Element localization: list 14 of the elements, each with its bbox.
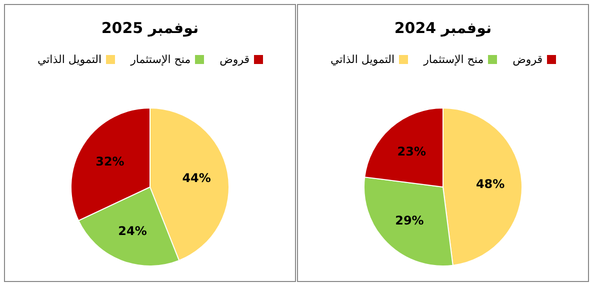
legend-label: التمويل الذاتي [330,53,395,66]
chart-title: نوفمبر 2024 [393,19,493,37]
data-label: 29% [395,214,424,228]
legend-label: قروض [220,53,250,66]
legend-label: منح الإستثمار [424,53,484,66]
data-label: 24% [118,224,147,238]
legend-label: قروض [512,53,543,66]
legend-label: منح الإستثمار [130,53,191,66]
data-label: 48% [476,177,505,192]
data-label: 32% [96,154,124,169]
legend-label: التمويل الذاتي [37,53,102,66]
chart-title: نوفمبر 2025 [100,19,200,37]
data-label: 23% [397,144,426,158]
data-label: 44% [182,171,211,186]
